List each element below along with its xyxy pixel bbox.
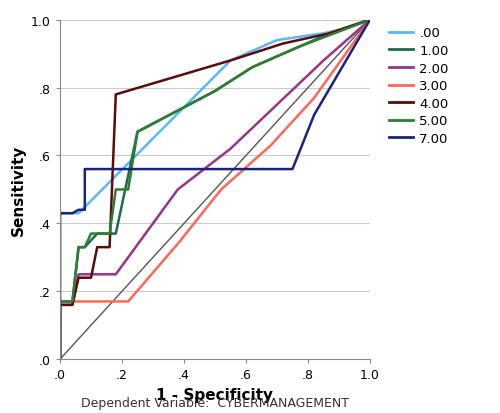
2.00 — [320, 59, 326, 64]
7.00 — [70, 211, 75, 216]
5.00 — [125, 188, 131, 192]
3.00 — [70, 299, 75, 304]
5.00 — [88, 232, 94, 237]
.00 — [336, 28, 342, 33]
1.00 — [82, 245, 88, 250]
7.00 — [76, 208, 82, 213]
2.00 — [175, 188, 181, 192]
Line: 3.00: 3.00 — [60, 21, 370, 359]
5.00 — [82, 245, 88, 250]
3.00 — [57, 299, 63, 304]
.00 — [63, 211, 69, 216]
5.00 — [76, 245, 82, 250]
.00 — [76, 211, 82, 216]
2.00 — [76, 272, 82, 277]
1.00 — [76, 245, 82, 250]
4.00 — [326, 32, 332, 37]
Line: 2.00: 2.00 — [60, 21, 370, 359]
.00 — [228, 59, 234, 64]
Line: 4.00: 4.00 — [60, 21, 370, 359]
5.00 — [134, 130, 140, 135]
7.00 — [311, 113, 317, 118]
4.00 — [57, 303, 63, 308]
Line: 1.00: 1.00 — [60, 21, 370, 359]
1.00 — [94, 232, 100, 237]
2.00 — [82, 272, 88, 277]
5.00 — [106, 232, 112, 237]
4.00 — [57, 357, 63, 362]
7.00 — [57, 357, 63, 362]
Legend: .00, 1.00, 2.00, 3.00, 4.00, 5.00, 7.00: .00, 1.00, 2.00, 3.00, 4.00, 5.00, 7.00 — [389, 27, 448, 146]
4.00 — [82, 275, 88, 280]
3.00 — [125, 299, 131, 304]
5.00 — [94, 232, 100, 237]
4.00 — [70, 303, 75, 308]
5.00 — [57, 299, 63, 304]
3.00 — [218, 188, 224, 192]
5.00 — [212, 89, 218, 94]
3.00 — [125, 299, 131, 304]
5.00 — [70, 299, 75, 304]
Line: 5.00: 5.00 — [60, 21, 370, 359]
2.00 — [113, 272, 119, 277]
2.00 — [70, 303, 75, 308]
.00 — [57, 357, 63, 362]
.00 — [63, 211, 69, 216]
2.00 — [57, 303, 63, 308]
4.00 — [88, 275, 94, 280]
.00 — [367, 18, 373, 23]
1.00 — [57, 357, 63, 362]
.00 — [243, 52, 249, 57]
7.00 — [367, 18, 373, 23]
4.00 — [76, 275, 82, 280]
3.00 — [113, 299, 119, 304]
1.00 — [57, 299, 63, 304]
2.00 — [57, 357, 63, 362]
1.00 — [249, 66, 255, 71]
4.00 — [94, 245, 100, 250]
4.00 — [106, 245, 112, 250]
5.00 — [57, 357, 63, 362]
.00 — [274, 38, 280, 43]
.00 — [76, 211, 82, 216]
3.00 — [175, 242, 181, 247]
7.00 — [311, 113, 317, 118]
.00 — [57, 211, 63, 216]
Line: 7.00: 7.00 — [60, 21, 370, 359]
1.00 — [113, 232, 119, 237]
3.00 — [57, 357, 63, 362]
4.00 — [280, 42, 286, 47]
5.00 — [296, 45, 302, 50]
3.00 — [311, 96, 317, 101]
Y-axis label: Sensitivity: Sensitivity — [10, 145, 26, 235]
2.00 — [94, 272, 100, 277]
4.00 — [367, 18, 373, 23]
X-axis label: 1 - Specificity: 1 - Specificity — [156, 387, 274, 402]
1.00 — [326, 32, 332, 37]
.00 — [320, 32, 326, 37]
2.00 — [228, 147, 234, 152]
3.00 — [94, 299, 100, 304]
2.00 — [367, 18, 373, 23]
Text: Dependent Variable:  CYBERMANAGEMENT: Dependent Variable: CYBERMANAGEMENT — [81, 396, 349, 409]
1.00 — [296, 45, 302, 50]
Line: .00: .00 — [60, 21, 370, 359]
1.00 — [70, 299, 75, 304]
4.00 — [113, 93, 119, 97]
3.00 — [367, 18, 373, 23]
7.00 — [82, 208, 88, 213]
1.00 — [212, 89, 218, 94]
1.00 — [367, 18, 373, 23]
7.00 — [57, 211, 63, 216]
2.00 — [274, 103, 280, 108]
3.00 — [82, 299, 88, 304]
3.00 — [268, 143, 274, 148]
5.00 — [113, 188, 119, 192]
7.00 — [82, 167, 88, 172]
7.00 — [290, 167, 296, 172]
5.00 — [249, 66, 255, 71]
4.00 — [228, 59, 234, 64]
1.00 — [134, 130, 140, 135]
5.00 — [367, 18, 373, 23]
